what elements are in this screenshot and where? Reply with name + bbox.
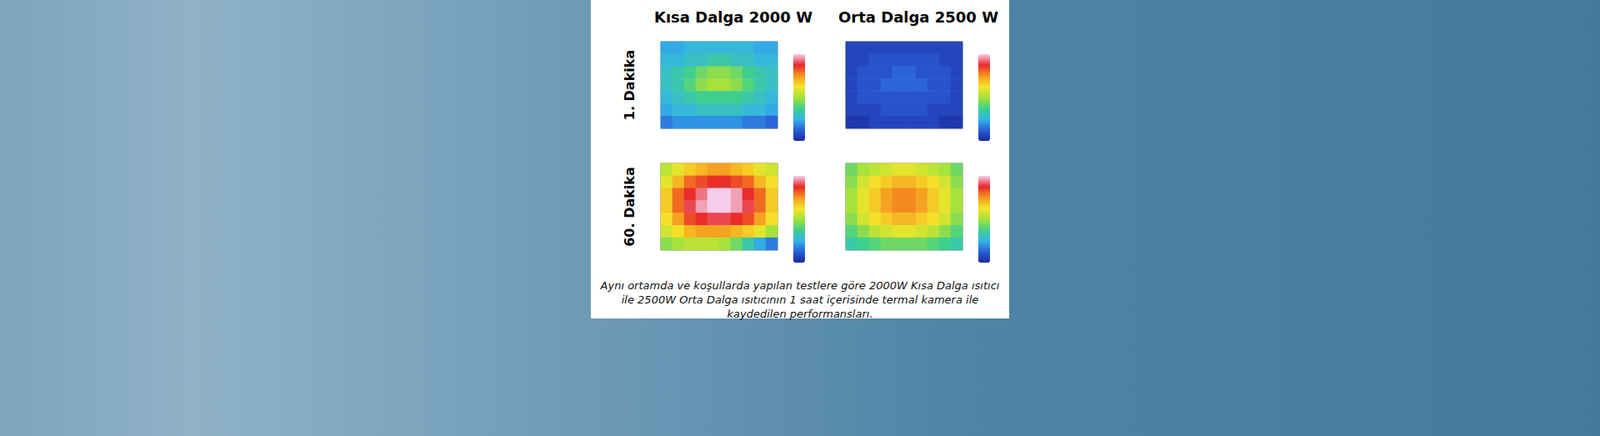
svg-text:Kısa Dalga 2000 W: Kısa Dalga 2000 W — [654, 8, 813, 26]
svg-text:Orta Dalga 2500 W: Orta Dalga 2500 W — [838, 8, 999, 26]
html-text:Aynı ortamda ve koşullarda yap: Aynı ortamda ve koşullarda yapılan testl… — [600, 279, 1000, 320]
svg-text:1. Dakika: 1. Dakika — [621, 50, 638, 120]
svg-text:60. Dakika: 60. Dakika — [621, 166, 638, 247]
